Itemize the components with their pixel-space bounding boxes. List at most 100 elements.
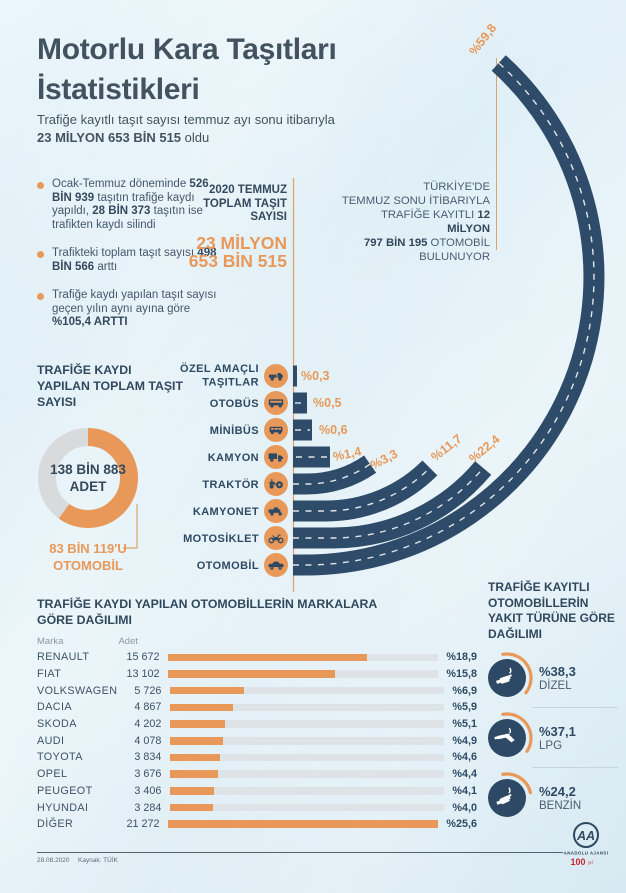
fuel-item-benzin: %24,2 BENZİN — [480, 770, 625, 826]
fuel-divider — [532, 767, 618, 768]
brand-count: 4 078 — [134, 734, 162, 747]
vehicle-label: OTOMOBİL — [197, 559, 259, 572]
fuel-pct: %24,2 — [539, 784, 576, 799]
donut-title: TRAFİĞE KAYDI YAPILAN TOPLAM TAŞIT SAYIS… — [37, 363, 183, 409]
truck-icon — [264, 445, 288, 469]
fuel-name: DİZEL — [539, 680, 572, 692]
brand-bar-fill — [170, 686, 245, 695]
petrol-nozzle-icon — [496, 787, 512, 805]
brand-bar-track — [168, 820, 439, 828]
brand-row: OPEL 3 676 %4,4 — [37, 766, 477, 783]
fuel-name: LPG — [539, 740, 563, 752]
aa-logo-circle — [573, 822, 599, 848]
brand-row: VOLKSWAGEN 5 726 %6,9 — [37, 682, 477, 699]
fuel-gauge — [488, 772, 532, 817]
vehicle-pct-label: %0,3 — [301, 369, 330, 383]
brand-percent: %4,1 — [452, 784, 477, 797]
brand-percent: %5,1 — [452, 718, 477, 731]
brand-bar-track — [170, 753, 445, 762]
subtitle-tail: oldu — [181, 130, 210, 145]
pickup-icon — [264, 499, 288, 523]
registered-vehicles-donut: 138 BİN 883 ADET 83 BİN 119'U OTOMOBİL — [38, 428, 138, 573]
brand-count: 21 272 — [126, 818, 160, 831]
fuel-arc — [501, 772, 532, 795]
brands-title: TRAFİĞE KAYDI YAPILAN OTOMOBİLLERİN MARK… — [37, 597, 378, 627]
road-bar-motosiklet — [293, 461, 492, 549]
donut-callout-line — [123, 504, 138, 549]
brand-count: 3 676 — [134, 768, 162, 781]
anadolu-ajansi-logo: AA ANADOLU AJANSI 100 yıl — [564, 822, 608, 867]
brand-row: FIAT 13 102 %15,8 — [37, 666, 477, 683]
page-title: Motorlu Kara Taşıtları İstatistikleri — [37, 33, 337, 106]
brand-bar-track — [168, 653, 439, 662]
key-fact-item: Trafikteki toplam taşıt sayısı 498 BİN 5… — [37, 247, 222, 274]
brand-name: PEUGEOT — [37, 784, 93, 797]
brands-table: RENAULT 15 672 %18,9 FIAT 13 102 %15,8 VOLKSWA… — [37, 649, 477, 833]
brand-name: OPEL — [37, 768, 68, 781]
footer-divider — [37, 852, 563, 853]
brand-bar-fill — [168, 670, 335, 678]
vehicle-label: TRAKTÖR — [202, 478, 259, 491]
fuel-pct: %37,1 — [539, 724, 576, 739]
brand-percent: %25,6 — [446, 818, 477, 831]
count-column-header: Adet — [118, 636, 138, 647]
subtitle-text: Trafiğe kayıtlı taşıt sayısı temmuz ayı … — [37, 112, 335, 127]
footer-date: 28.08.2020 — [37, 857, 70, 864]
brand-count: 4 867 — [134, 701, 162, 714]
fuel-item-lpg: %37,1 LPG — [480, 710, 625, 766]
brand-name: AUDI — [37, 734, 65, 747]
brand-percent: %4,9 — [452, 734, 477, 747]
aa-centenary-unit: yıl — [588, 860, 593, 865]
footer-source: Kaynak: TÜİK — [78, 857, 118, 864]
brand-bar-fill — [170, 803, 213, 812]
road-bar-traktor — [293, 455, 377, 495]
brand-name: FIAT — [37, 668, 62, 681]
brand-bar-fill — [170, 703, 234, 712]
brand-count: 5 726 — [134, 684, 162, 697]
brand-count: 3 284 — [134, 801, 162, 814]
brand-name: RENAULT — [37, 651, 90, 664]
brand-name: HYUNDAI — [37, 801, 89, 814]
brand-bar-track — [170, 703, 445, 712]
brand-bar-track — [170, 787, 445, 795]
key-facts-list: Ocak-Temmuz döneminde 526 BİN 939 taşıtı… — [37, 178, 222, 345]
brand-bar-fill — [170, 753, 220, 762]
brand-bar-fill — [170, 737, 223, 745]
special-vehicle-icon — [264, 364, 288, 388]
fuel-gauge — [488, 712, 533, 757]
brand-bar-track — [170, 803, 445, 812]
vehicle-pct-label: %3,3 — [368, 447, 400, 473]
brand-row: PEUGEOT 3 406 %4,1 — [37, 783, 477, 800]
brand-percent: %5,9 — [452, 701, 477, 714]
vehicle-label: KAMYON — [208, 452, 259, 464]
brand-bar-fill — [170, 770, 218, 778]
lpg-gun-icon — [494, 727, 515, 743]
brand-bar-track — [170, 737, 445, 745]
brand-percent: %4,0 — [452, 801, 477, 814]
brand-bar-fill — [170, 787, 215, 795]
brand-name: VOLKSWAGEN — [37, 684, 118, 697]
subtitle-highlight: 23 MİLYON 653 BİN 515 — [37, 130, 182, 145]
brand-bar-fill — [170, 720, 225, 728]
brand-name: DACIA — [37, 701, 72, 714]
brand-bar-track — [170, 686, 445, 695]
vehicle-label: MİNİBÜS — [210, 424, 259, 437]
vehicle-label: OTOBÜS — [210, 397, 259, 410]
brand-bar-track — [170, 770, 445, 778]
fuel-title: TRAFİĞE KAYITLI OTOMOBİLLERİN YAKIT TÜRÜ… — [488, 580, 615, 641]
vehicle-label: TAŞITLAR — [202, 377, 259, 389]
brand-name: DİĞER — [37, 818, 74, 831]
brand-bar-fill — [168, 653, 368, 662]
vehicle-label: ÖZEL AMAÇLI — [180, 362, 259, 375]
fuel-arc — [501, 652, 533, 695]
key-fact-item: Ocak-Temmuz döneminde 526 BİN 939 taşıtı… — [37, 178, 222, 232]
key-fact-item: Trafiğe kaydı yapılan taşıt sayısı geçen… — [37, 289, 222, 330]
brand-column-header: Marka — [37, 636, 64, 647]
total-vehicles-summary: 2020 TEMMUZ TOPLAM TAŞIT SAYISI 23 MİLYO… — [155, 184, 287, 270]
fuel-gauge — [488, 652, 533, 697]
automobile-count-note: TÜRKİYE'DE TEMMUZ SONU İTİBARIYLA TRAFİĞ… — [340, 180, 490, 264]
road-dash — [293, 467, 431, 512]
vehicle-pct-label: %1,4 — [332, 444, 363, 464]
fuel-pct: %38,3 — [539, 664, 576, 679]
